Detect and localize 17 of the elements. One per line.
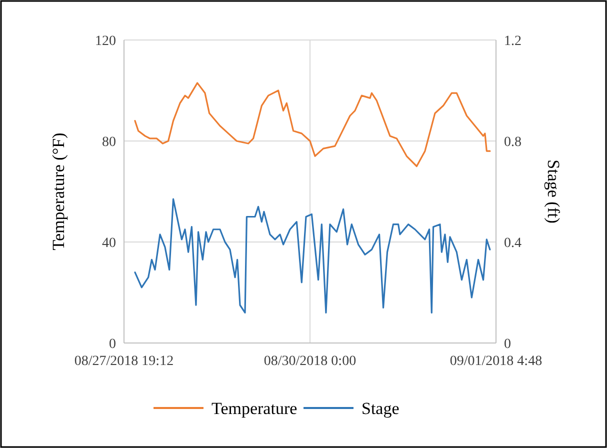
y-tick-label: 80 [102,134,116,150]
y-tick-label: 120 [95,34,116,49]
line-series [134,82,491,168]
y2-tick-label: 1.2 [504,34,522,49]
y2-tick-label: 0.4 [504,236,522,251]
y2-tick-label: 0 [504,336,511,352]
line-series [134,198,491,314]
y-tick-label: 40 [102,236,116,251]
y2-tick-label: 0.8 [504,134,522,150]
x-tick-label: 08/27/2018 19:12 [74,354,174,369]
x-tick-label: 08/30/2018 0:00 [264,354,356,369]
y2-axis-title: Stage (ft) [544,160,563,224]
x-tick-label: 09/01/2018 4:48 [450,354,542,369]
y-tick-label: 0 [109,336,116,352]
y-axis-title: Temperature (°F) [49,132,68,250]
legend-label: Stage [362,398,400,418]
legend-label: Temperature [212,398,298,418]
